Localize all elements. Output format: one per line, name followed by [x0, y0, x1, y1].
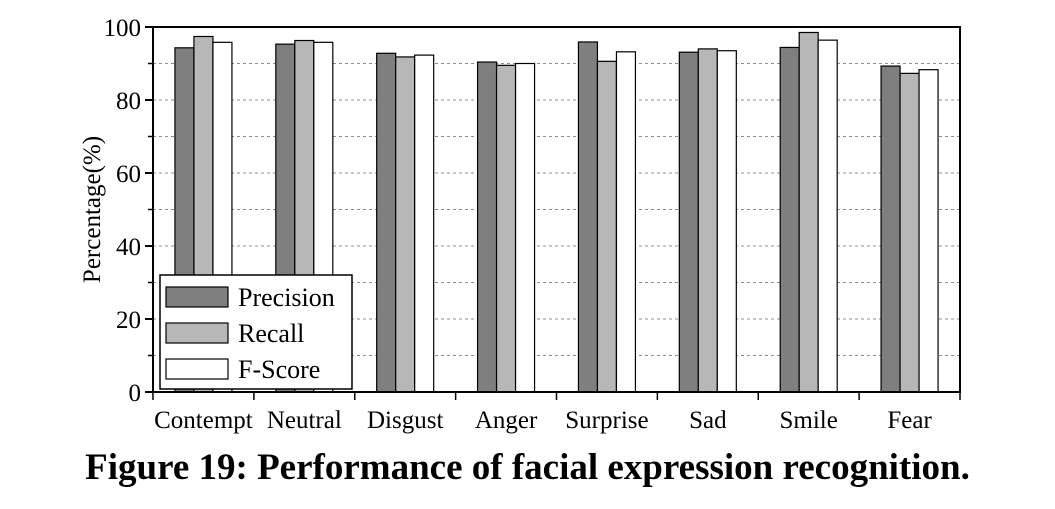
legend-swatch-precision — [165, 286, 229, 308]
y-tick-label: 20 — [116, 307, 141, 334]
y-tick-label: 80 — [116, 88, 141, 115]
y-tick-label: 40 — [116, 234, 141, 261]
y-tick-label: 60 — [116, 161, 141, 188]
bar-f-score-smile — [817, 39, 838, 393]
bar-precision-anger — [476, 61, 498, 393]
legend-swatch-f-score — [165, 358, 229, 380]
x-tick-label-smile: Smile — [780, 407, 838, 434]
x-tick-label-neutral: Neutral — [267, 407, 342, 434]
legend-label-recall: Recall — [238, 319, 304, 348]
legend: Precision Recall F-Score — [159, 274, 353, 390]
bar-recall-fear — [899, 72, 920, 393]
bar-precision-fear — [880, 65, 901, 393]
y-axis-label: Percentage(%) — [79, 136, 106, 283]
x-tick-label-fear: Fear — [887, 407, 932, 434]
y-tick-label: 100 — [104, 15, 142, 42]
bar-recall-smile — [798, 31, 819, 393]
bar-recall-sad — [697, 48, 718, 393]
bar-chart: 0 20 40 60 80 100 Contempt Neutral Disgust Anger S… — [79, 15, 961, 434]
x-tick-label-sad: Sad — [689, 407, 727, 434]
bar-recall-disgust — [395, 56, 416, 393]
x-tick-label-anger: Anger — [475, 407, 538, 434]
bar-precision-sad — [678, 51, 699, 393]
legend-label-precision: Precision — [238, 283, 335, 312]
y-tick-label: 0 — [129, 380, 142, 407]
bar-precision-surprise — [577, 41, 599, 393]
x-tick-label-contempt: Contempt — [154, 407, 253, 434]
bar-f-score-sad — [716, 50, 737, 393]
legend-swatch-recall — [165, 322, 229, 344]
bar-f-score-anger — [514, 62, 536, 393]
x-tick-label-disgust: Disgust — [367, 407, 443, 434]
figure-caption: Figure 19: Performance of facial express… — [85, 447, 970, 488]
bar-precision-smile — [779, 46, 800, 393]
bar-f-score-fear — [918, 69, 939, 393]
legend-label-f-score: F-Score — [238, 355, 320, 384]
x-tick-label-surprise: Surprise — [565, 407, 648, 434]
bar-f-score-surprise — [615, 51, 637, 393]
axis-ticks: 0 20 40 60 80 100 Contempt Neutral Disgust Anger S… — [104, 15, 961, 434]
bar-f-score-disgust — [414, 54, 435, 393]
bar-recall-surprise — [596, 60, 618, 393]
bar-recall-anger — [495, 64, 517, 393]
bar-precision-disgust — [376, 52, 397, 393]
